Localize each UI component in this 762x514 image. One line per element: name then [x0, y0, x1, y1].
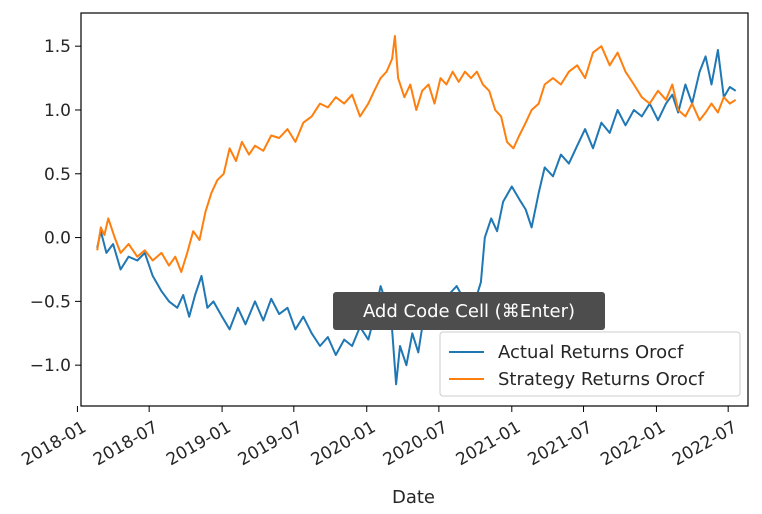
plot-frame: [80, 12, 749, 407]
y-tick-label: −0.5: [30, 292, 71, 312]
legend-label: Actual Returns Orocf: [498, 342, 684, 363]
legend-label: Strategy Returns Orocf: [498, 369, 705, 390]
x-tick-label: 2022-01: [597, 417, 669, 470]
tooltip-text: Add Code Cell (⌘Enter): [362, 300, 576, 322]
x-axis-label: Date: [392, 487, 435, 508]
y-tick-label: −1.0: [30, 356, 71, 376]
x-tick-label: 2018-01: [18, 417, 90, 470]
x-tick-label: 2020-07: [380, 417, 452, 470]
series-line-2: [96, 35, 737, 273]
y-tick-label: 1.5: [44, 37, 71, 57]
x-tick-label: 2021-07: [525, 417, 597, 470]
x-tick-label: 2022-07: [669, 417, 741, 470]
x-tick-label: 2021-01: [453, 417, 525, 470]
y-tick-label: 0.0: [44, 229, 71, 249]
y-axis: −1.0 −0.5 0.0 0.5 1.0 1.5: [30, 37, 81, 376]
x-tick-label: 2020-01: [308, 417, 380, 470]
legend: Actual Returns Orocf Strategy Returns Oro…: [439, 331, 741, 397]
x-axis: 2018-01 2018-07 2019-01 2019-07 2020-01 2020-…: [18, 406, 741, 470]
x-tick-label: 2018-07: [90, 417, 162, 470]
y-tick-label: 0.5: [44, 165, 71, 185]
x-tick-label: 2019-07: [235, 417, 307, 470]
series-line-1: [96, 49, 737, 386]
x-tick-label: 2019-01: [163, 417, 235, 470]
y-tick-label: 1.0: [44, 101, 71, 121]
series-layer: [96, 35, 737, 386]
add-code-cell-tooltip: Add Code Cell (⌘Enter): [333, 292, 605, 330]
legend-box: [439, 331, 741, 397]
